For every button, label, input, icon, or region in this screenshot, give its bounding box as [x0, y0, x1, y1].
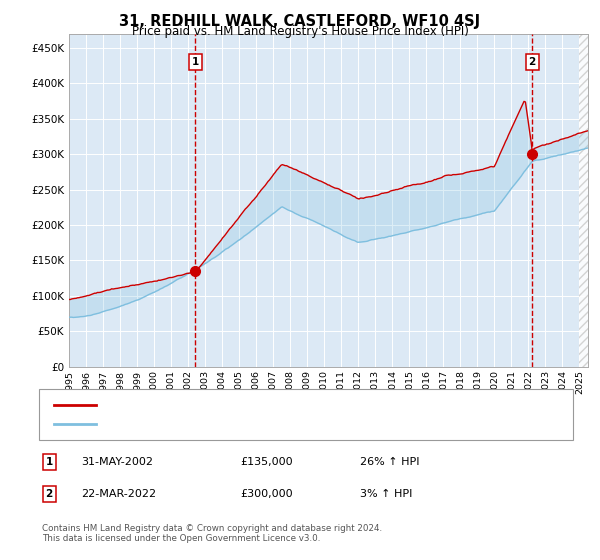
Text: Contains HM Land Registry data © Crown copyright and database right 2024.
This d: Contains HM Land Registry data © Crown c…	[42, 524, 382, 543]
Text: 31, REDHILL WALK, CASTLEFORD, WF10 4SJ (detached house): 31, REDHILL WALK, CASTLEFORD, WF10 4SJ (…	[105, 399, 427, 409]
Text: 31-MAY-2002: 31-MAY-2002	[81, 457, 153, 467]
Text: Price paid vs. HM Land Registry's House Price Index (HPI): Price paid vs. HM Land Registry's House …	[131, 25, 469, 38]
Text: 22-MAR-2022: 22-MAR-2022	[81, 489, 156, 499]
Text: 3% ↑ HPI: 3% ↑ HPI	[360, 489, 412, 499]
Polygon shape	[580, 34, 588, 367]
Text: £135,000: £135,000	[240, 457, 293, 467]
Text: 2: 2	[529, 57, 536, 67]
Text: 1: 1	[191, 57, 199, 67]
Text: 26% ↑ HPI: 26% ↑ HPI	[360, 457, 419, 467]
Text: £300,000: £300,000	[240, 489, 293, 499]
Text: HPI: Average price, detached house, Wakefield: HPI: Average price, detached house, Wake…	[105, 419, 349, 430]
Text: 31, REDHILL WALK, CASTLEFORD, WF10 4SJ: 31, REDHILL WALK, CASTLEFORD, WF10 4SJ	[119, 14, 481, 29]
Text: 2: 2	[46, 489, 53, 499]
Text: 1: 1	[46, 457, 53, 467]
